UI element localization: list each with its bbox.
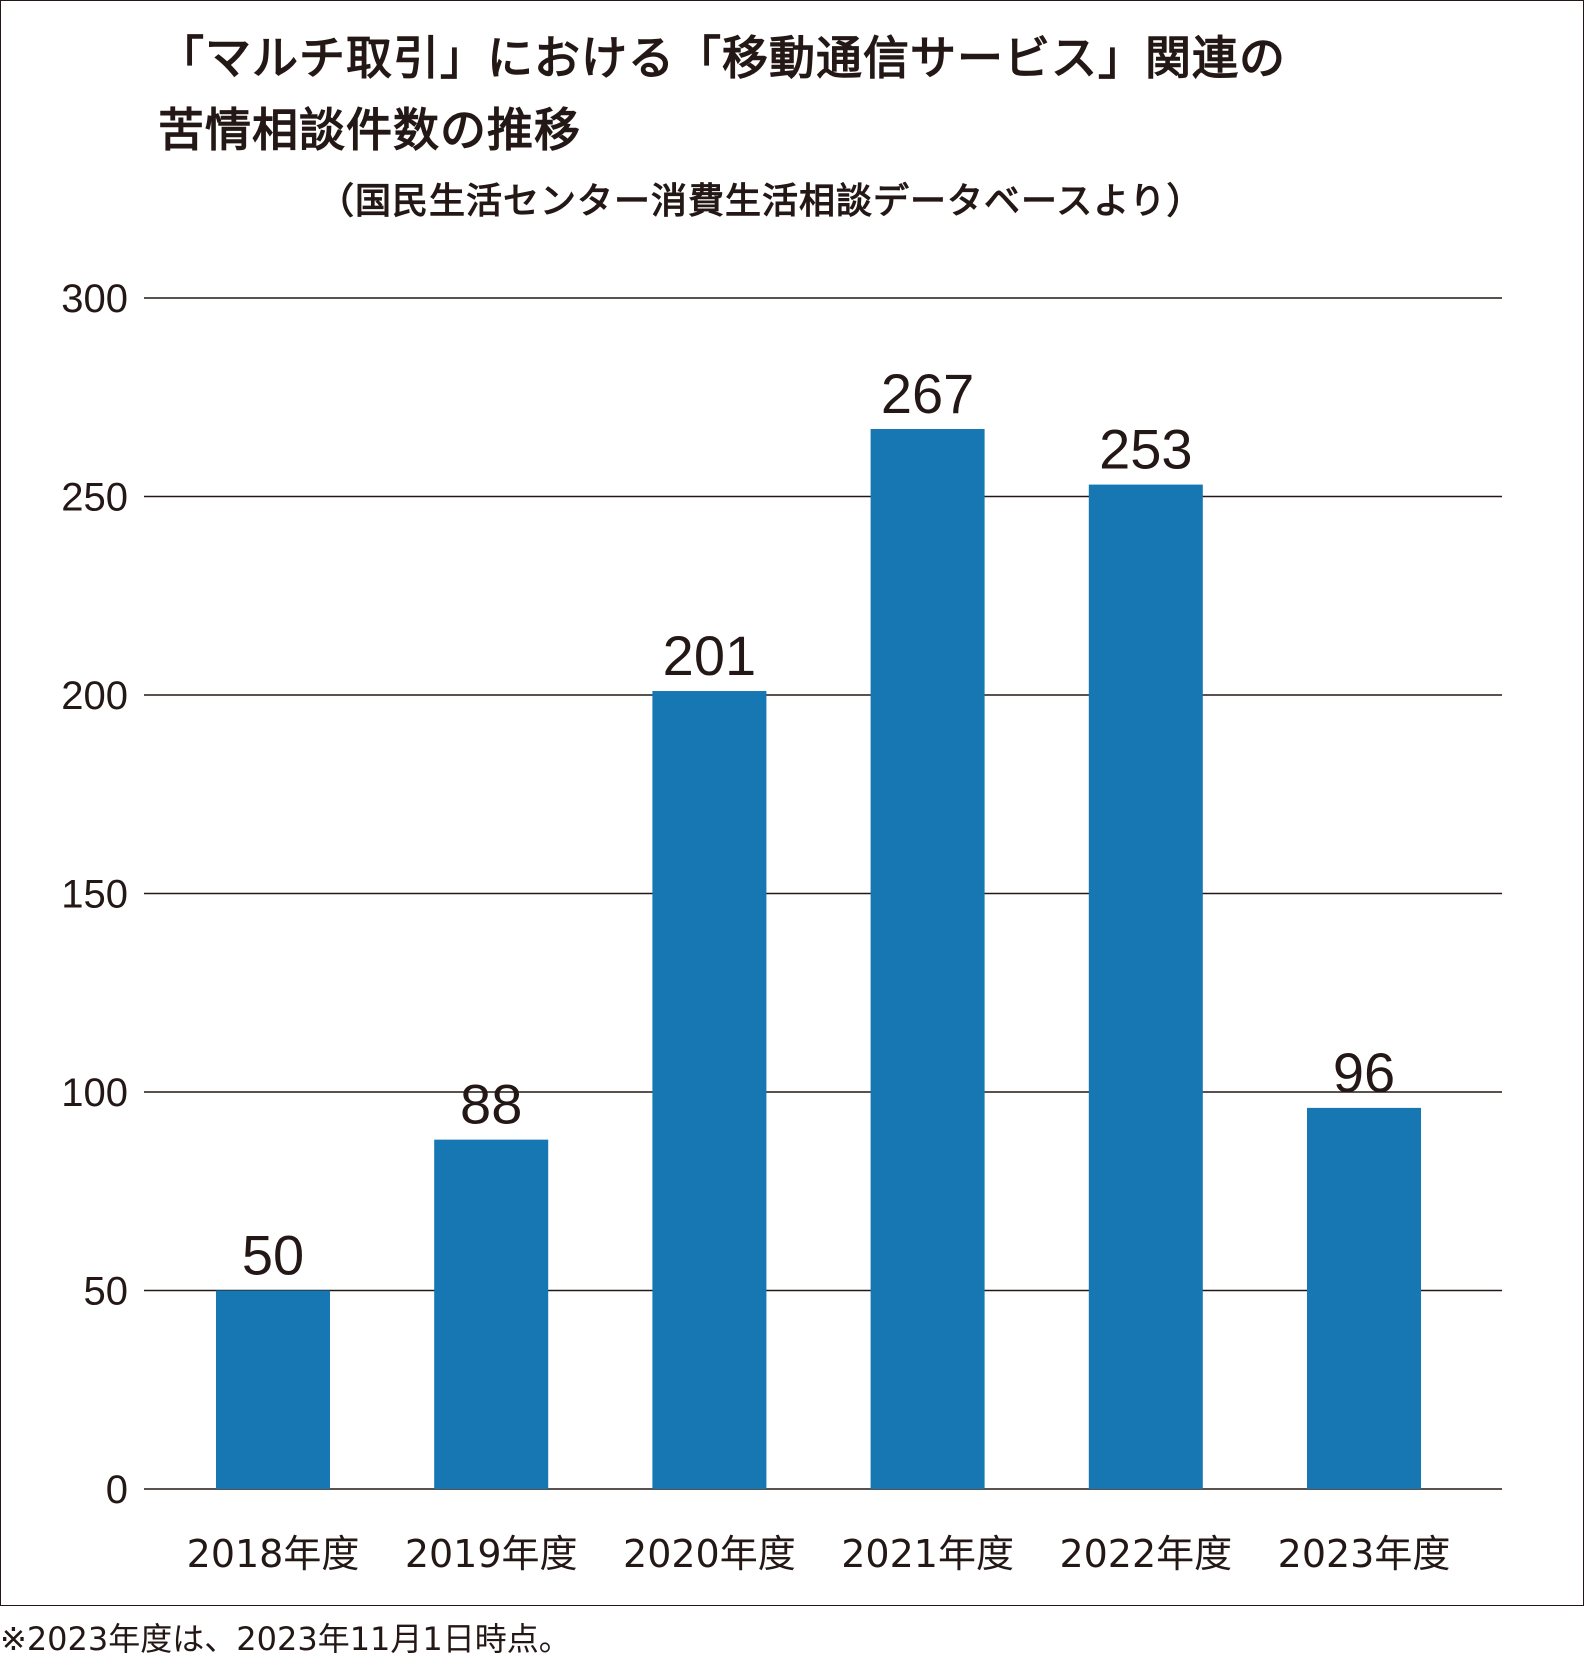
bar-value-label: 50 (242, 1224, 304, 1287)
bar-value-label: 88 (460, 1073, 522, 1136)
bar-value-label: 201 (663, 624, 756, 687)
bar (216, 1290, 330, 1489)
y-tick-label: 50 (84, 1270, 129, 1314)
y-tick-label: 300 (61, 277, 128, 321)
bar (1307, 1107, 1421, 1489)
x-category-label: 2022年度 (1059, 1532, 1232, 1576)
y-tick-label: 150 (61, 873, 128, 917)
bar (870, 429, 985, 1489)
bar-value-label: 253 (1099, 418, 1192, 481)
bar-chart: 0 50 100 150 200 250 300 50 2018年度 88 2019年度 201 202… (61, 277, 1502, 1576)
y-tick-label: 250 (61, 476, 128, 520)
bar-value-label: 267 (881, 362, 974, 425)
y-tick-label: 0 (106, 1468, 128, 1512)
y-tick-label: 200 (61, 674, 128, 718)
chart-title-line1: 「マルチ取引」における「移動通信サービス」関連の (158, 31, 1286, 85)
bar (434, 1139, 549, 1489)
x-category-label: 2020年度 (623, 1532, 796, 1576)
x-category-label: 2023年度 (1278, 1532, 1451, 1576)
chart-subtitle: （国民生活センター消費生活相談データベースより） (318, 181, 1204, 222)
x-category-label: 2018年度 (187, 1532, 360, 1576)
x-category-label: 2019年度 (405, 1532, 578, 1576)
bar-value-label: 96 (1333, 1041, 1395, 1104)
chart-title-line2: 苦情相談件数の推移 (158, 103, 581, 157)
bar (652, 691, 767, 1489)
footnote: ※2023年度は、2023年11月1日時点。 (0, 1620, 571, 1658)
y-tick-label: 100 (61, 1071, 128, 1115)
bar (1088, 484, 1203, 1490)
chart-title: 「マルチ取引」における「移動通信サービス」関連の 苦情相談件数の推移 (158, 22, 1458, 166)
x-category-label: 2021年度 (841, 1532, 1014, 1576)
